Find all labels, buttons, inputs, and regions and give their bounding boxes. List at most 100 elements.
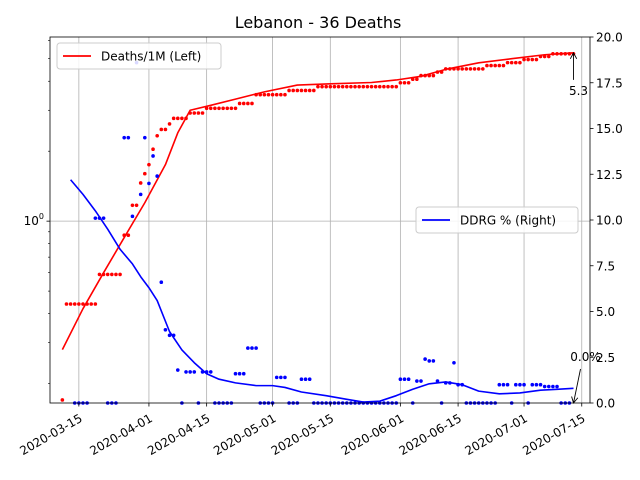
data-point [246,101,250,106]
data-point [546,54,551,59]
legend-label: DDRG % (Right) [460,214,556,228]
data-point [192,111,197,115]
annotation-label: 0.0% [570,350,601,364]
data-point [213,106,217,111]
data-point [279,92,283,97]
data-point [130,214,135,219]
data-point [283,375,287,380]
data-point [233,106,238,111]
data-point [147,181,151,186]
data-point [344,84,349,89]
data-point [522,57,526,62]
data-point [390,84,394,89]
data-point [204,106,209,111]
data-point [241,101,246,106]
plot-frame [49,36,591,404]
data-point [320,84,324,89]
data-point [468,67,473,71]
data-point [369,84,374,89]
right-tick-label: 0.0 [596,397,615,411]
data-point [307,88,312,93]
data-point [262,92,267,97]
data-point [163,127,168,132]
data-point [497,382,502,387]
data-point [110,272,114,277]
series-layer [60,51,576,405]
data-point [184,370,188,374]
data-point [101,216,106,220]
data-point [427,359,432,363]
data-point [386,84,390,89]
data-point [60,398,65,402]
data-point [196,111,201,115]
data-point [518,60,522,65]
data-point [485,63,489,68]
data-point [295,88,300,93]
data-point [398,80,403,85]
data-point [476,67,481,71]
annotation-arrow-shaft [573,368,581,404]
data-point [419,379,423,383]
data-point [431,73,436,78]
data-point [237,101,242,106]
legend-box [56,42,222,70]
data-point [151,154,155,158]
data-point [279,375,283,380]
data-point [501,382,506,387]
data-point [530,57,535,62]
data-point [353,84,357,89]
annotation-label: 5.3 [569,84,588,98]
right-tick-label: 20.0 [596,31,623,45]
data-point [542,384,547,389]
data-point [472,67,477,71]
data-point [307,377,312,382]
data-point [431,359,436,363]
data-point [398,377,403,382]
data-point [328,84,333,89]
left-tick-label: 100 [24,212,44,228]
data-point [489,63,493,68]
data-point [175,368,180,372]
data-point [365,84,370,89]
data-point [303,88,308,93]
data-point [126,233,131,238]
data-point [143,171,147,176]
right-tick-label: 7.5 [596,259,615,273]
data-point [287,88,291,93]
data-point [138,192,143,197]
data-point [402,80,407,85]
data-point [77,302,81,306]
data-point [250,346,254,350]
legends: Deaths/1M (Left) DDRG % (Right) [56,42,579,234]
data-point [217,106,221,111]
data-point [167,122,172,126]
data-point [373,84,378,89]
data-point [151,147,155,151]
data-point [266,92,271,97]
data-point [505,60,510,65]
data-point [481,67,485,71]
data-point [415,379,419,383]
data-point [361,84,366,89]
data-point [534,382,539,387]
series-line [61,52,574,350]
legend-ddrg-percent: DDRG % (Right) [415,206,579,234]
right-tick-label: 5.0 [596,305,615,319]
right-tick-label: 2.5 [596,351,615,365]
data-point [336,84,341,89]
data-point [357,84,361,89]
data-point [452,360,456,365]
data-point [551,384,555,389]
data-point [180,116,184,121]
right-tick-label: 10.0 [596,214,623,228]
data-point [530,382,535,387]
data-point [456,67,460,71]
data-point [312,88,316,93]
data-point [221,106,225,111]
legend-label: Deaths/1M (Left) [101,50,201,64]
data-point [316,84,320,89]
data-point [175,116,180,121]
data-point [514,382,518,387]
data-point [68,302,73,306]
annotation-arrow-head [571,396,579,404]
